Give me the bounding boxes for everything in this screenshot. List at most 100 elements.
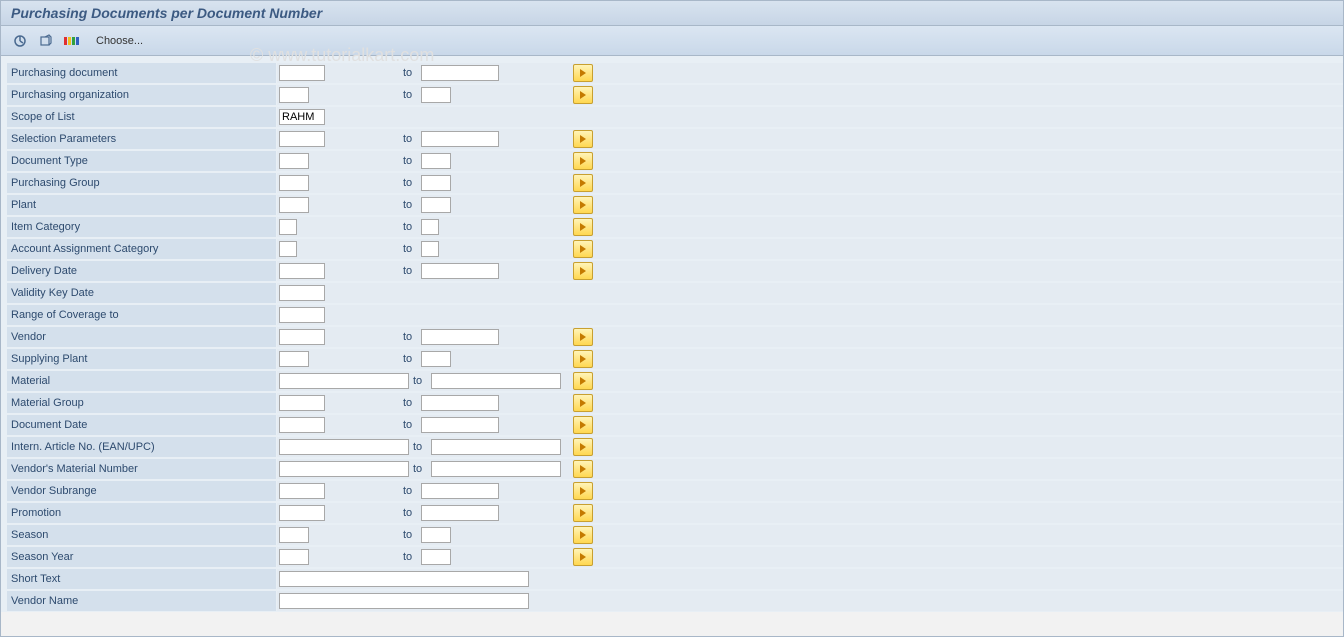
account-assignment-category-to-label: to xyxy=(399,243,419,255)
row-range-of-coverage-to: Range of Coverage to xyxy=(1,304,1343,326)
account-assignment-category-label: Account Assignment Category xyxy=(7,239,277,259)
execute-icon[interactable] xyxy=(9,31,31,51)
vendor-from-input[interactable] xyxy=(279,329,325,345)
season-multiple-selection-button[interactable] xyxy=(573,526,593,544)
row-promotion: Promotionto xyxy=(1,502,1343,524)
plant-to-input[interactable] xyxy=(421,197,451,213)
row-vendor: Vendorto xyxy=(1,326,1343,348)
promotion-label: Promotion xyxy=(7,503,277,523)
item-category-to-label: to xyxy=(399,221,419,233)
item-category-from-input[interactable] xyxy=(279,219,297,235)
row-intern-article-no: Intern. Article No. (EAN/UPC)to xyxy=(1,436,1343,458)
arrow-right-icon xyxy=(580,179,586,187)
material-from-input[interactable] xyxy=(279,373,409,389)
plant-multiple-selection-button[interactable] xyxy=(573,196,593,214)
purchasing-organization-multiple-selection-button[interactable] xyxy=(573,86,593,104)
promotion-multiple-selection-button[interactable] xyxy=(573,504,593,522)
document-type-field-area: to xyxy=(277,151,1343,171)
supplying-plant-to-input[interactable] xyxy=(421,351,451,367)
vendor-subrange-field-area: to xyxy=(277,481,1343,501)
season-to-label: to xyxy=(399,529,419,541)
supplying-plant-from-input[interactable] xyxy=(279,351,309,367)
arrow-right-icon xyxy=(580,355,586,363)
vendors-material-number-from-input[interactable] xyxy=(279,461,409,477)
scope-of-list-from-input[interactable] xyxy=(279,109,325,125)
row-vendors-material-number: Vendor's Material Numberto xyxy=(1,458,1343,480)
vendor-subrange-multiple-selection-button[interactable] xyxy=(573,482,593,500)
validity-key-date-from-input[interactable] xyxy=(279,285,325,301)
short-text-from-input[interactable] xyxy=(279,571,529,587)
intern-article-no-to-input[interactable] xyxy=(431,439,561,455)
choose-button[interactable]: Choose... xyxy=(87,32,152,50)
purchasing-organization-from-input[interactable] xyxy=(279,87,309,103)
supplying-plant-multiple-selection-button[interactable] xyxy=(573,350,593,368)
item-category-multiple-selection-button[interactable] xyxy=(573,218,593,236)
season-to-input[interactable] xyxy=(421,527,451,543)
vendor-multiple-selection-button[interactable] xyxy=(573,328,593,346)
item-category-field-area: to xyxy=(277,217,1343,237)
plant-from-input[interactable] xyxy=(279,197,309,213)
material-group-from-input[interactable] xyxy=(279,395,325,411)
selection-parameters-label: Selection Parameters xyxy=(7,129,277,149)
material-group-to-input[interactable] xyxy=(421,395,499,411)
intern-article-no-multiple-selection-button[interactable] xyxy=(573,438,593,456)
material-multiple-selection-button[interactable] xyxy=(573,372,593,390)
document-date-from-input[interactable] xyxy=(279,417,325,433)
vendors-material-number-multiple-selection-button[interactable] xyxy=(573,460,593,478)
selection-options-icon[interactable] xyxy=(61,31,83,51)
delivery-date-from-input[interactable] xyxy=(279,263,325,279)
vendors-material-number-to-input[interactable] xyxy=(431,461,561,477)
document-type-to-label: to xyxy=(399,155,419,167)
selection-parameters-to-input[interactable] xyxy=(421,131,499,147)
purchasing-document-multiple-selection-button[interactable] xyxy=(573,64,593,82)
vendor-to-input[interactable] xyxy=(421,329,499,345)
purchasing-group-multiple-selection-button[interactable] xyxy=(573,174,593,192)
season-year-field-area: to xyxy=(277,547,1343,567)
selection-parameters-multiple-selection-button[interactable] xyxy=(573,130,593,148)
supplying-plant-label: Supplying Plant xyxy=(7,349,277,369)
document-date-to-input[interactable] xyxy=(421,417,499,433)
purchasing-group-to-input[interactable] xyxy=(421,175,451,191)
account-assignment-category-from-input[interactable] xyxy=(279,241,297,257)
purchasing-document-from-input[interactable] xyxy=(279,65,325,81)
delivery-date-to-input[interactable] xyxy=(421,263,499,279)
purchasing-group-from-input[interactable] xyxy=(279,175,309,191)
season-year-multiple-selection-button[interactable] xyxy=(573,548,593,566)
delivery-date-label: Delivery Date xyxy=(7,261,277,281)
promotion-to-input[interactable] xyxy=(421,505,499,521)
scope-of-list-label: Scope of List xyxy=(7,107,277,127)
row-short-text: Short Text xyxy=(1,568,1343,590)
arrow-right-icon xyxy=(580,333,586,341)
get-variant-icon[interactable] xyxy=(35,31,57,51)
purchasing-document-to-label: to xyxy=(399,67,419,79)
intern-article-no-from-input[interactable] xyxy=(279,439,409,455)
season-from-input[interactable] xyxy=(279,527,309,543)
document-date-multiple-selection-button[interactable] xyxy=(573,416,593,434)
delivery-date-multiple-selection-button[interactable] xyxy=(573,262,593,280)
document-type-from-input[interactable] xyxy=(279,153,309,169)
document-type-multiple-selection-button[interactable] xyxy=(573,152,593,170)
vendor-subrange-from-input[interactable] xyxy=(279,483,325,499)
season-year-from-input[interactable] xyxy=(279,549,309,565)
promotion-from-input[interactable] xyxy=(279,505,325,521)
material-group-multiple-selection-button[interactable] xyxy=(573,394,593,412)
account-assignment-category-to-input[interactable] xyxy=(421,241,439,257)
document-type-to-input[interactable] xyxy=(421,153,451,169)
arrow-right-icon xyxy=(580,553,586,561)
vendor-name-from-input[interactable] xyxy=(279,593,529,609)
purchasing-document-to-input[interactable] xyxy=(421,65,499,81)
purchasing-organization-to-input[interactable] xyxy=(421,87,451,103)
row-validity-key-date: Validity Key Date xyxy=(1,282,1343,304)
item-category-to-input[interactable] xyxy=(421,219,439,235)
material-group-field-area: to xyxy=(277,393,1343,413)
selection-parameters-from-input[interactable] xyxy=(279,131,325,147)
season-year-to-input[interactable] xyxy=(421,549,451,565)
range-of-coverage-to-from-input[interactable] xyxy=(279,307,325,323)
document-date-field-area: to xyxy=(277,415,1343,435)
arrow-right-icon xyxy=(580,377,586,385)
arrow-right-icon xyxy=(580,135,586,143)
vendor-subrange-to-input[interactable] xyxy=(421,483,499,499)
account-assignment-category-multiple-selection-button[interactable] xyxy=(573,240,593,258)
scope-of-list-field-area xyxy=(277,107,1343,127)
material-to-input[interactable] xyxy=(431,373,561,389)
